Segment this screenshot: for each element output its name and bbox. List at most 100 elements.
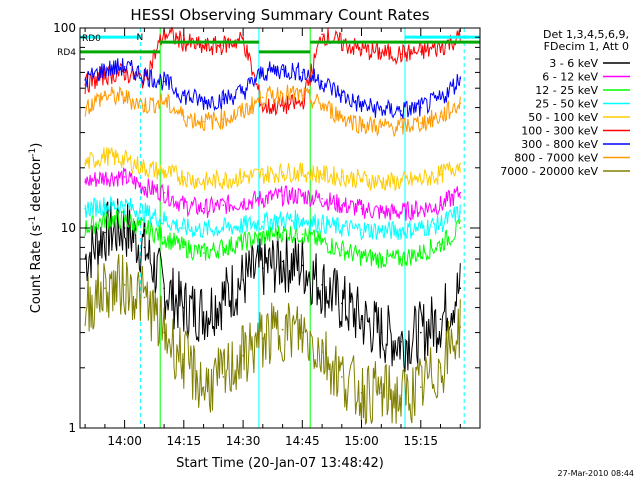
data-point <box>163 100 165 103</box>
data-point <box>301 71 304 74</box>
data-point <box>439 243 442 245</box>
data-point <box>242 354 244 357</box>
data-point <box>380 211 383 213</box>
data-point <box>202 229 205 231</box>
data-point <box>202 46 205 49</box>
data-point <box>104 154 106 157</box>
y-axis: 1 10 100 <box>53 21 480 435</box>
data-point <box>400 126 402 128</box>
legend-item: 3 - 6 keV <box>549 57 630 70</box>
data-point <box>262 236 264 238</box>
data-point <box>242 224 244 227</box>
data-point <box>360 48 363 51</box>
data-point <box>143 211 146 213</box>
legend-label: 800 - 7000 keV <box>514 152 598 165</box>
data-point <box>380 52 383 54</box>
data-point <box>163 331 165 334</box>
legend: Det 1,3,4,5,6,9,FDecim 1, Att 0 3 - 6 keV… <box>500 28 630 178</box>
data-point <box>222 98 225 101</box>
data-point <box>143 167 146 169</box>
data-point <box>123 284 126 286</box>
data-point <box>84 181 86 183</box>
series-2 <box>84 167 462 222</box>
data-point <box>262 337 264 340</box>
data-point <box>281 194 284 197</box>
data-point <box>420 106 422 109</box>
data-point <box>321 284 323 286</box>
legend-item: 7000 - 20000 keV <box>500 165 630 178</box>
series-line-4 <box>84 196 461 241</box>
series-3 <box>84 209 462 269</box>
data-point <box>301 331 304 334</box>
data-point <box>341 227 343 229</box>
data-point <box>242 176 244 178</box>
x-axis: 14:00 14:15 14:30 14:45 15:00 15:15 <box>84 28 481 448</box>
data-point <box>262 267 264 269</box>
data-point <box>321 241 323 243</box>
series-line-9 <box>84 254 461 426</box>
data-point <box>183 306 185 309</box>
flag-bars <box>80 35 480 54</box>
data-point <box>202 181 205 183</box>
data-point <box>281 260 284 263</box>
series-line-2 <box>84 167 461 222</box>
y-axis-label-sup-1: -1 <box>28 216 38 225</box>
data-point <box>341 176 343 178</box>
data-point <box>420 122 422 124</box>
data-point <box>222 227 225 229</box>
legend-item: 6 - 12 keV <box>542 71 630 84</box>
data-point <box>341 115 343 118</box>
x-tick-label: 14:15 <box>167 434 202 448</box>
data-point <box>143 246 146 249</box>
data-point <box>163 192 165 194</box>
data-point <box>459 102 462 105</box>
data-point <box>321 198 323 200</box>
data-point <box>123 66 126 68</box>
y-axis-label-sup-2: -1 <box>28 148 38 157</box>
data-point <box>242 91 244 93</box>
flag-label-rd4: RD4 <box>57 48 76 58</box>
x-tick-label: 15:15 <box>403 434 438 448</box>
data-point <box>163 171 165 173</box>
data-point <box>420 207 422 210</box>
data-point <box>262 198 264 200</box>
data-point <box>281 231 284 234</box>
data-point <box>341 302 343 305</box>
data-point <box>301 264 304 267</box>
data-point <box>202 252 205 254</box>
data-point <box>459 162 462 165</box>
data-point <box>84 207 86 210</box>
data-point <box>360 178 363 181</box>
data-point <box>123 204 126 206</box>
data-point <box>202 120 205 123</box>
data-point <box>262 71 264 74</box>
data-point <box>380 258 383 260</box>
data-point <box>360 207 363 210</box>
data-point <box>321 33 323 36</box>
timestamp: 27-Mar-2010 08:44 <box>558 469 635 478</box>
series-line-7 <box>84 58 461 120</box>
series-5 <box>84 147 462 191</box>
data-point <box>439 204 442 206</box>
data-point <box>341 94 343 97</box>
data-point <box>163 31 165 34</box>
plot-area: RD0 RD4 N <box>57 26 480 428</box>
legend-label: 6 - 12 keV <box>542 71 598 84</box>
data-point <box>222 296 225 299</box>
data-point <box>439 46 442 49</box>
series-line-8 <box>84 84 461 137</box>
data-point <box>123 227 126 229</box>
legend-label: 300 - 800 keV <box>521 138 598 151</box>
data-point <box>262 221 264 223</box>
data-point <box>420 51 422 53</box>
data-point <box>163 218 165 221</box>
data-point <box>143 296 146 299</box>
data-point <box>183 115 185 118</box>
series-9 <box>84 254 462 426</box>
data-point <box>459 287 462 290</box>
data-point <box>439 367 442 369</box>
data-point <box>123 158 126 161</box>
data-point <box>420 252 422 254</box>
data-point <box>262 96 264 99</box>
data-point <box>420 178 422 181</box>
